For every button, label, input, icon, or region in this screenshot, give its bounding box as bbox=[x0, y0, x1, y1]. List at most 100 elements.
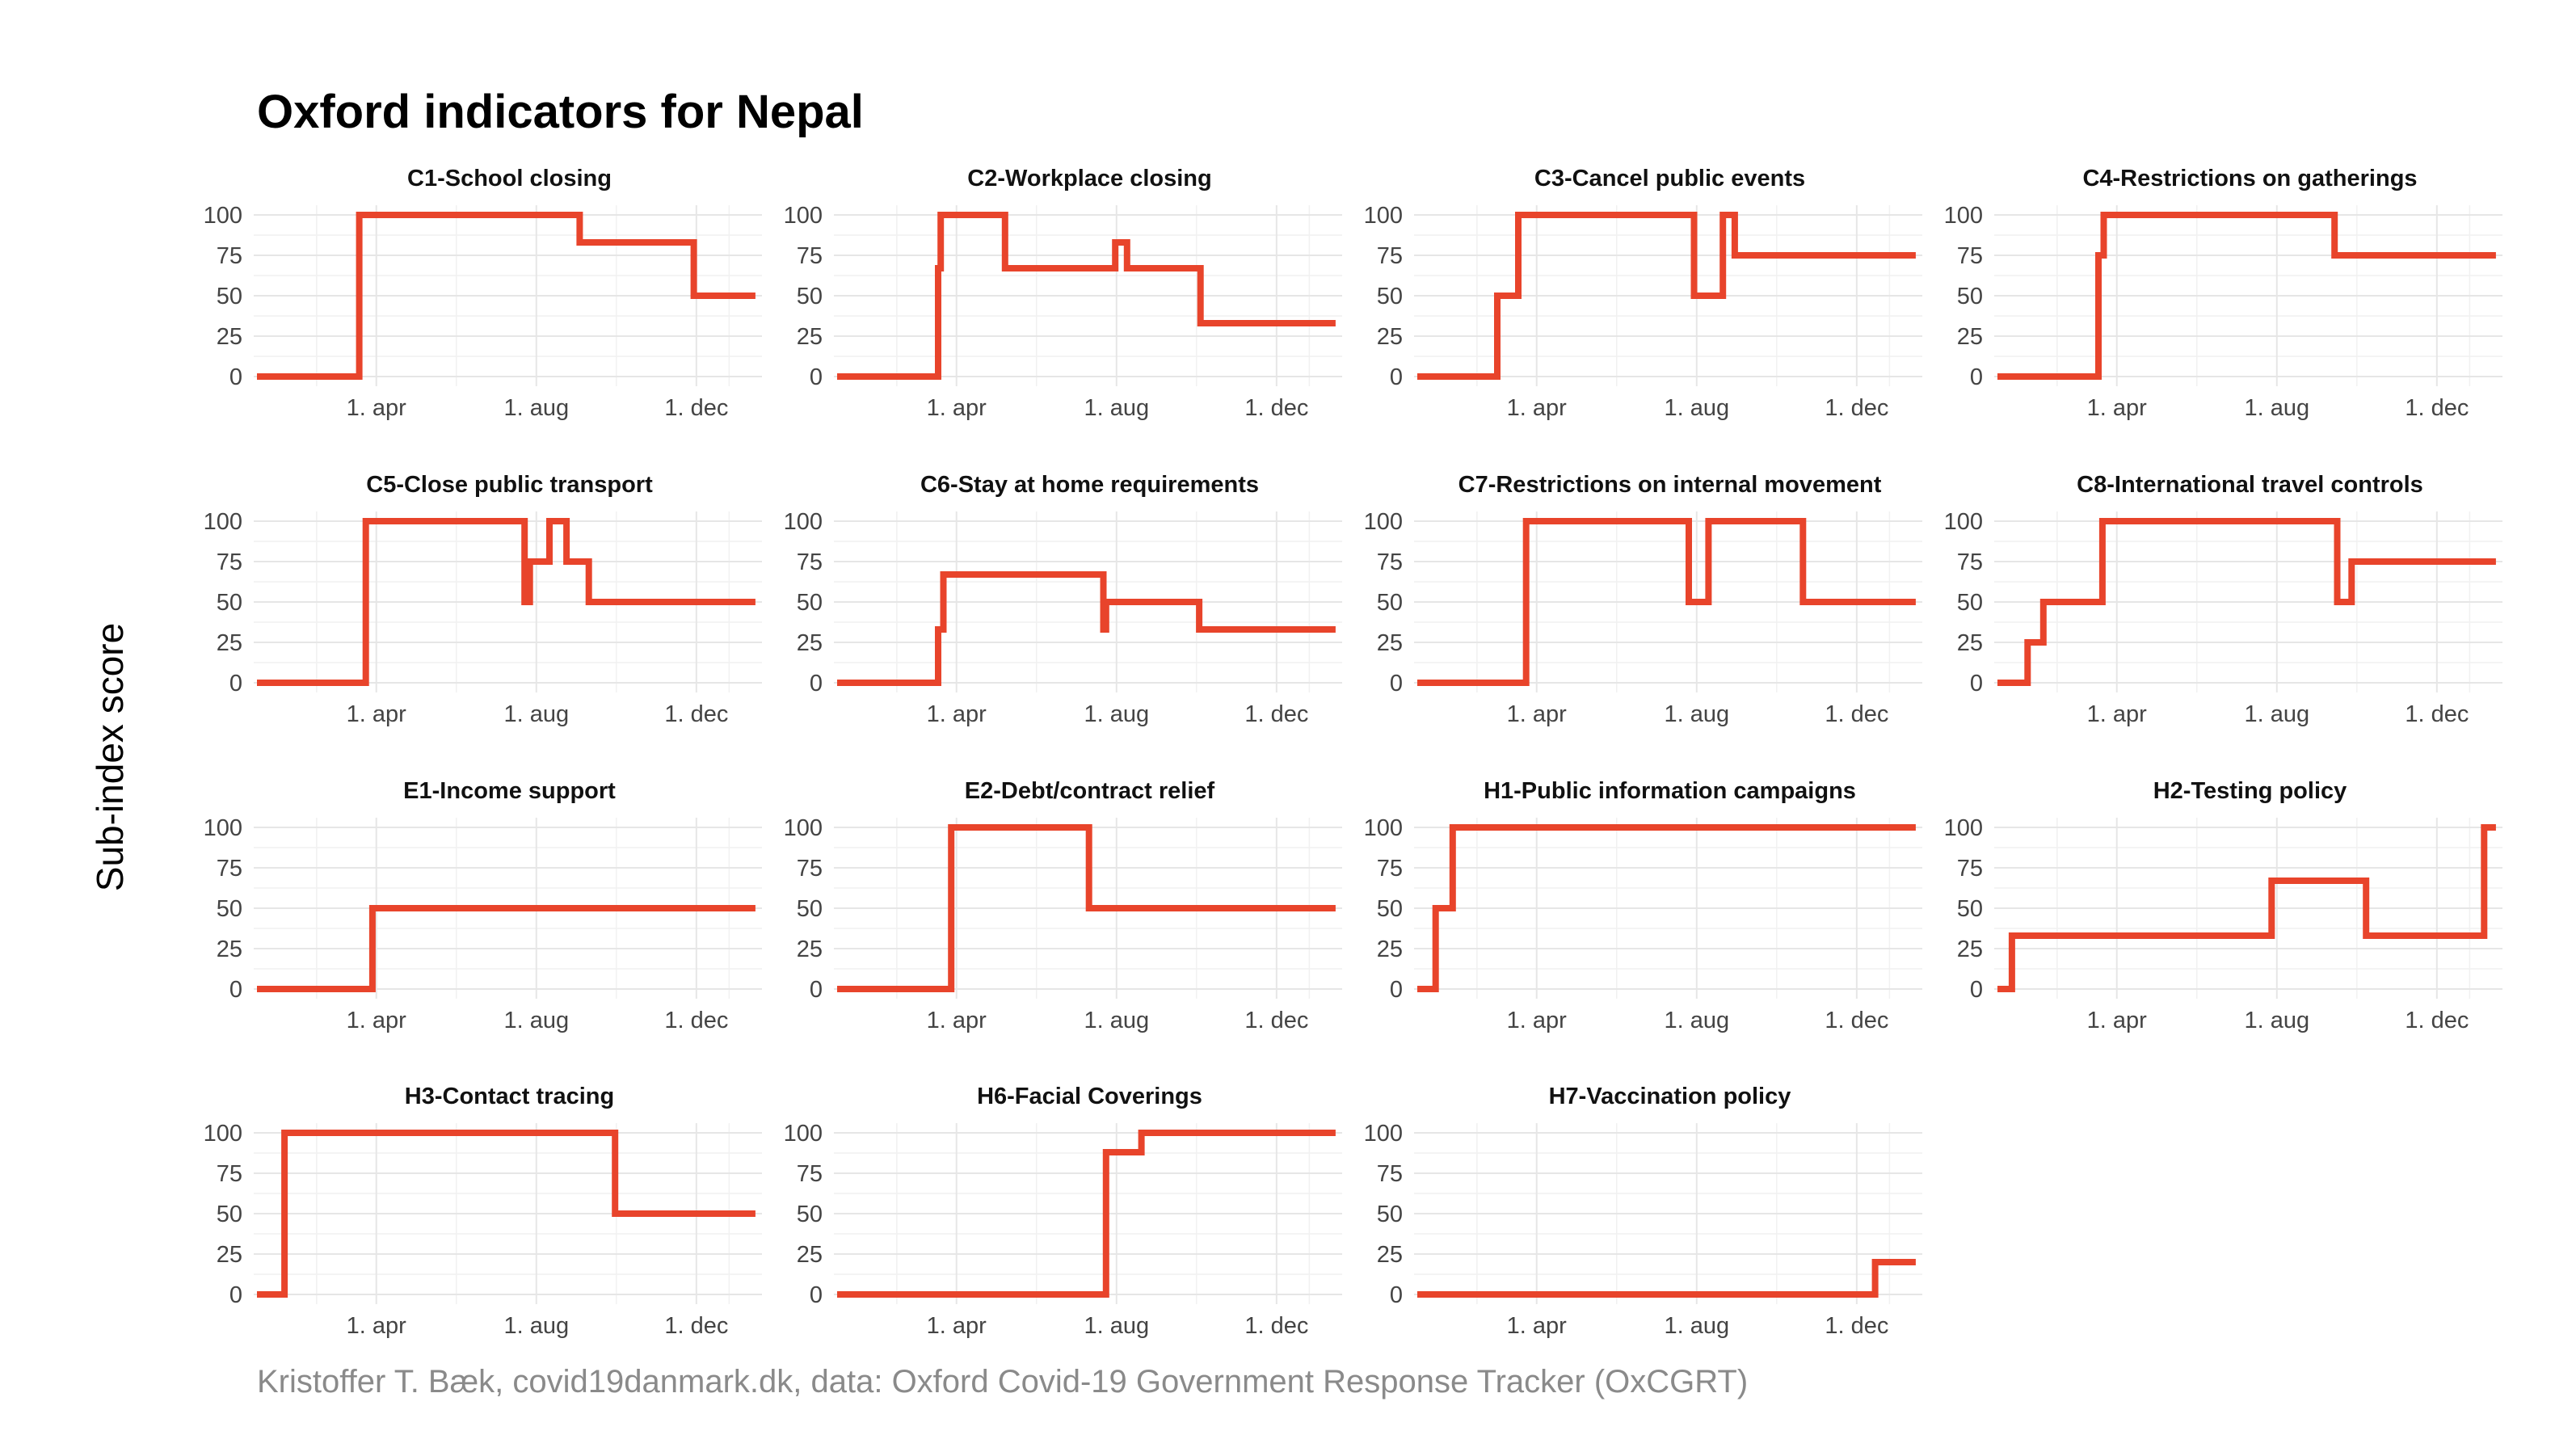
chart-title: Oxford indicators for Nepal bbox=[257, 86, 864, 138]
panel-title: H1-Public information campaigns bbox=[1484, 778, 1856, 804]
y-tick-label: 100 bbox=[1944, 815, 1983, 841]
x-tick-label: 1. apr bbox=[927, 1313, 987, 1339]
y-tick-label: 50 bbox=[1377, 284, 1403, 309]
x-tick-label: 1. aug bbox=[2244, 701, 2309, 727]
y-tick-label: 0 bbox=[1970, 364, 1983, 390]
panel: 0 25 50 75 100 1. apr 1. aug 1. dec H1-Public in… bbox=[1364, 778, 1922, 1033]
y-tick-label: 0 bbox=[810, 671, 823, 697]
y-tick-label: 50 bbox=[797, 1202, 823, 1227]
y-tick-label: 100 bbox=[1364, 509, 1403, 535]
y-tick-label: 100 bbox=[1364, 203, 1403, 229]
y-tick-label: 75 bbox=[217, 243, 242, 269]
panel-title: H7-Vaccination policy bbox=[1549, 1084, 1791, 1109]
y-tick-label: 50 bbox=[217, 590, 242, 616]
x-tick-label: 1. dec bbox=[664, 701, 728, 727]
series-line bbox=[837, 571, 1336, 686]
y-tick-label: 100 bbox=[1944, 203, 1983, 229]
y-tick-label: 0 bbox=[229, 364, 242, 390]
y-tick-label: 100 bbox=[204, 815, 242, 841]
panel: 0 25 50 75 100 1. apr 1. aug 1. dec C6-Stay at h… bbox=[784, 472, 1342, 727]
series-line bbox=[257, 905, 756, 992]
series-line bbox=[1997, 518, 2496, 686]
x-tick-label: 1. apr bbox=[2087, 701, 2147, 727]
series-line bbox=[257, 518, 756, 686]
x-tick-label: 1. aug bbox=[503, 701, 569, 727]
y-tick-label: 25 bbox=[1957, 630, 1983, 656]
panel: 0 25 50 75 100 1. apr 1. aug 1. dec H3-Contact t… bbox=[204, 1084, 762, 1339]
x-tick-label: 1. dec bbox=[664, 1313, 728, 1339]
y-tick-label: 50 bbox=[797, 590, 823, 616]
y-tick-label: 50 bbox=[1957, 590, 1983, 616]
panel-title: C8-International travel controls bbox=[2077, 472, 2423, 498]
y-tick-label: 0 bbox=[810, 1282, 823, 1308]
y-tick-label: 100 bbox=[1364, 815, 1403, 841]
y-tick-label: 75 bbox=[1957, 243, 1983, 269]
x-tick-label: 1. dec bbox=[2405, 1008, 2469, 1033]
x-tick-label: 1. aug bbox=[2244, 395, 2309, 421]
x-tick-label: 1. aug bbox=[1084, 1313, 1149, 1339]
x-tick-label: 1. aug bbox=[1084, 395, 1149, 421]
y-tick-label: 25 bbox=[1957, 936, 1983, 962]
x-tick-label: 1. dec bbox=[1244, 1313, 1308, 1339]
panel: 0 25 50 75 100 1. apr 1. aug 1. dec C2-Workplace… bbox=[784, 166, 1342, 421]
series-line bbox=[1417, 824, 1916, 992]
x-tick-label: 1. apr bbox=[927, 1008, 987, 1033]
y-tick-label: 25 bbox=[1377, 630, 1403, 656]
y-tick-label: 0 bbox=[229, 671, 242, 697]
y-tick-label: 25 bbox=[217, 1242, 242, 1268]
panel: 0 25 50 75 100 1. apr 1. aug 1. dec H7-Vaccinati… bbox=[1364, 1084, 1922, 1339]
y-tick-label: 100 bbox=[784, 1121, 823, 1147]
x-tick-label: 1. apr bbox=[1507, 395, 1567, 421]
panel: 0 25 50 75 100 1. apr 1. aug 1. dec H2-Testing p… bbox=[1944, 778, 2502, 1033]
y-tick-label: 25 bbox=[797, 324, 823, 350]
x-tick-label: 1. apr bbox=[347, 701, 406, 727]
x-tick-label: 1. dec bbox=[1244, 701, 1308, 727]
x-tick-label: 1. apr bbox=[927, 701, 987, 727]
series-line bbox=[1417, 1259, 1916, 1298]
x-tick-label: 1. aug bbox=[1664, 395, 1729, 421]
panel-title: C1-School closing bbox=[407, 166, 612, 192]
y-axis-label: Sub-index score bbox=[89, 623, 131, 891]
panel-title: C6-Stay at home requirements bbox=[920, 472, 1259, 498]
x-tick-label: 1. dec bbox=[664, 1008, 728, 1033]
y-tick-label: 75 bbox=[797, 1161, 823, 1187]
x-tick-label: 1. aug bbox=[2244, 1008, 2309, 1033]
x-tick-label: 1. apr bbox=[347, 395, 406, 421]
y-tick-label: 25 bbox=[1377, 1242, 1403, 1268]
caption: Kristoffer T. Bæk, covid19danmark.dk, da… bbox=[257, 1364, 1748, 1399]
series-line bbox=[1417, 212, 1916, 380]
x-tick-label: 1. apr bbox=[347, 1008, 406, 1033]
y-tick-label: 50 bbox=[1957, 896, 1983, 922]
x-tick-label: 1. apr bbox=[1507, 1313, 1567, 1339]
x-tick-label: 1. aug bbox=[1664, 1008, 1729, 1033]
panel: 0 25 50 75 100 1. apr 1. aug 1. dec C3-Cancel pu… bbox=[1364, 166, 1922, 421]
y-tick-label: 75 bbox=[797, 549, 823, 575]
panel-title: C7-Restrictions on internal movement bbox=[1458, 472, 1882, 498]
y-tick-label: 100 bbox=[204, 509, 242, 535]
series-line bbox=[257, 212, 756, 380]
series-line bbox=[257, 1130, 756, 1298]
x-tick-label: 1. dec bbox=[1244, 1008, 1308, 1033]
facet-panels: 0 25 50 75 100 1. apr 1. aug 1. dec C1-School cl… bbox=[204, 166, 2502, 1339]
y-tick-label: 50 bbox=[1957, 284, 1983, 309]
panel-title: H6-Facial Coverings bbox=[977, 1084, 1202, 1109]
y-tick-label: 25 bbox=[797, 936, 823, 962]
x-tick-label: 1. aug bbox=[503, 395, 569, 421]
x-tick-label: 1. dec bbox=[1244, 395, 1308, 421]
y-tick-label: 100 bbox=[204, 203, 242, 229]
y-tick-label: 100 bbox=[784, 815, 823, 841]
y-tick-label: 75 bbox=[1377, 856, 1403, 882]
panel: 0 25 50 75 100 1. apr 1. aug 1. dec E1-Income su… bbox=[204, 778, 762, 1033]
y-tick-label: 25 bbox=[797, 630, 823, 656]
x-tick-label: 1. dec bbox=[664, 395, 728, 421]
x-tick-label: 1. dec bbox=[2405, 701, 2469, 727]
panel: 0 25 50 75 100 1. apr 1. aug 1. dec C1-School cl… bbox=[204, 166, 762, 421]
y-tick-label: 50 bbox=[797, 896, 823, 922]
y-tick-label: 75 bbox=[1377, 243, 1403, 269]
panel-title: C4-Restrictions on gatherings bbox=[2082, 166, 2417, 192]
y-tick-label: 25 bbox=[1377, 936, 1403, 962]
series-line bbox=[1997, 824, 2496, 992]
x-tick-label: 1. aug bbox=[1084, 701, 1149, 727]
x-tick-label: 1. dec bbox=[2405, 395, 2469, 421]
